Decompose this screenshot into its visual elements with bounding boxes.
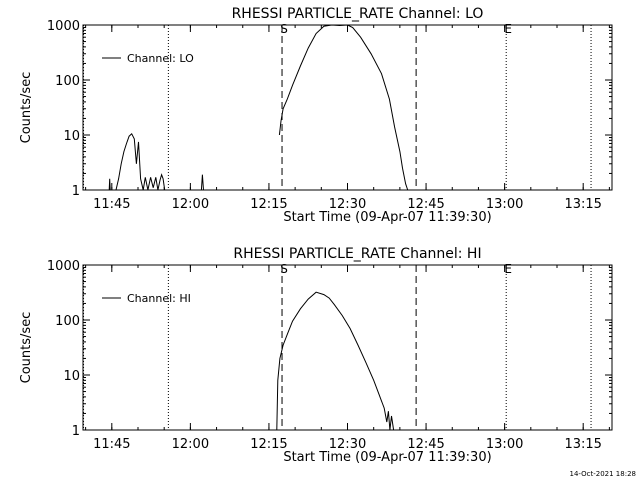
- series-line-hi: [276, 291, 395, 431]
- x-tick-label: 12:30: [329, 197, 366, 212]
- marker-label: E: [504, 262, 512, 276]
- x-tick-label: 12:30: [329, 437, 366, 452]
- x-tick-label: 11:45: [93, 437, 130, 452]
- y-tick-label: 1000: [47, 259, 80, 274]
- y-axis-label: Counts/sec: [19, 72, 34, 144]
- marker-label: S: [280, 22, 288, 36]
- plot-frame: [82, 24, 613, 191]
- x-axis-label: Start Time (09-Apr-07 11:39:30): [283, 210, 491, 225]
- x-tick-label: 12:15: [250, 197, 287, 212]
- y-axis-label: Counts/sec: [19, 312, 34, 384]
- chart-panel-lo: RHESSI PARTICLE_RATE Channel: LO 1 10 100 10…: [19, 6, 613, 225]
- x-tick-label: 13:15: [564, 197, 601, 212]
- y-tick-label: 10: [63, 369, 80, 384]
- marker-label: S: [280, 262, 288, 276]
- x-tick-label: 13:15: [564, 437, 601, 452]
- x-axis-label: Start Time (09-Apr-07 11:39:30): [283, 450, 491, 465]
- y-tick-label: 100: [55, 74, 80, 89]
- x-tick-label: 12:15: [250, 437, 287, 452]
- series-line-lo: [278, 24, 409, 191]
- series-line-lo: [115, 132, 166, 191]
- legend-label: Channel: LO: [127, 52, 194, 65]
- chart-panel-hi: RHESSI PARTICLE_RATE Channel: HI 1 10 100 10…: [19, 246, 613, 465]
- y-tick-label: 1000: [47, 19, 80, 34]
- plot-frame: [82, 264, 613, 431]
- series-line-lo: [200, 174, 204, 191]
- chart-title: RHESSI PARTICLE_RATE Channel: LO: [232, 6, 484, 22]
- marker-label: E: [504, 22, 512, 36]
- timestamp-label: 14-Oct-2021 18:28: [570, 470, 636, 478]
- legend-label: Channel: HI: [127, 292, 191, 305]
- x-tick-label: 12:45: [407, 437, 444, 452]
- x-tick-label: 12:00: [172, 197, 209, 212]
- chart-title: RHESSI PARTICLE_RATE Channel: HI: [233, 246, 481, 262]
- x-tick-label: 11:45: [93, 197, 130, 212]
- y-tick-label: 1: [72, 184, 80, 199]
- x-tick-label: 12:45: [407, 197, 444, 212]
- x-tick-label: 12:00: [172, 437, 209, 452]
- x-tick-label: 13:00: [486, 197, 523, 212]
- y-tick-label: 1: [72, 424, 80, 439]
- y-tick-label: 100: [55, 314, 80, 329]
- series-line-lo: [108, 178, 111, 191]
- x-tick-label: 13:00: [486, 437, 523, 452]
- y-tick-label: 10: [63, 129, 80, 144]
